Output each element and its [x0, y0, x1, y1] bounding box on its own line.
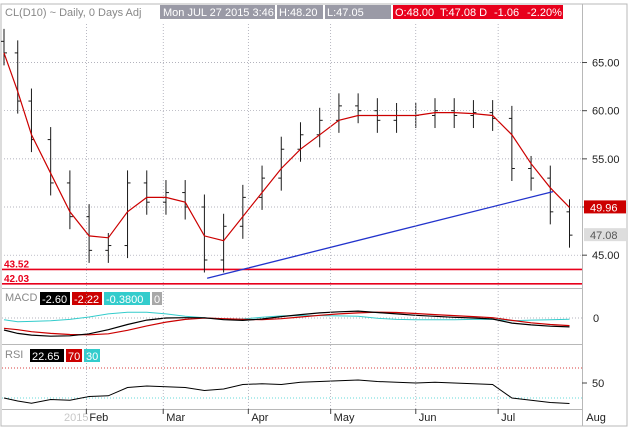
symbol-label: CL(D10) ~ Daily, 0 Days Adj: [5, 7, 141, 19]
rsi-legend-value: 22.65: [32, 351, 60, 363]
month-label-2: Apr: [251, 412, 268, 424]
price-bar: [66, 170, 73, 230]
month-label-3: May: [334, 412, 355, 424]
price-tick-label-1: 60.00: [592, 106, 620, 118]
price-bar: [259, 165, 266, 210]
price-bar: [201, 194, 208, 273]
header-bar: CL(D10) ~ Daily, 0 Days Adj Mon JUL 27 2…: [5, 5, 563, 19]
rsi-tick-label-0: 50: [592, 378, 604, 390]
overbought-legend-value: 70: [68, 351, 80, 363]
open-label: O:48.00: [395, 7, 434, 19]
price-bar: [239, 184, 246, 239]
last-label: T:47.08 D: [440, 7, 487, 19]
price-tick-label-0: 65.00: [592, 58, 620, 70]
high-label: H:48.20: [279, 7, 318, 19]
last-price-value: 47.08: [590, 230, 618, 242]
trendline: [206, 190, 554, 279]
price-bars: [1, 28, 573, 273]
rsi-axis: 50: [582, 378, 604, 390]
support-label-0: 43.52: [4, 259, 29, 270]
rsi-line: [3, 379, 570, 404]
moving-average-value: 49.96: [590, 202, 618, 214]
moving-average-line: [3, 52, 570, 242]
chart-frame: [0, 3, 628, 427]
low-label: L:47.05: [327, 7, 364, 19]
macd-legend-value: -2.60: [42, 294, 67, 306]
oversold-legend-value: 30: [86, 351, 98, 363]
macd-histogram-line: [3, 311, 570, 323]
rsi-legend: RSI 22.65 70 30: [5, 349, 100, 363]
change-label: -1.06: [494, 7, 519, 19]
month-label-0: Feb: [89, 412, 108, 424]
low-box: [325, 5, 391, 19]
moving-average-tag: 49.96: [584, 200, 626, 214]
zero-legend-value: 0: [154, 294, 160, 306]
timestamp-label: Mon JUL 27 2015 3:46:23 PM: [163, 7, 309, 19]
support-label-1: 42.03: [4, 274, 29, 285]
time-axis: 2015 Feb Mar Apr May Jun Jul Aug: [64, 24, 606, 424]
price-bar: [124, 170, 131, 259]
macd-zero-tick: 0: [593, 313, 599, 325]
macd-title: MACD: [5, 292, 37, 304]
rsi-title: RSI: [5, 349, 23, 361]
month-label-6: Aug: [586, 412, 606, 424]
price-bar: [220, 213, 227, 273]
price-grid: [4, 62, 582, 256]
price-bar: [47, 127, 54, 196]
price-bar: [355, 93, 362, 124]
support-lines: 43.52 42.03: [2, 259, 582, 285]
last-price-tag: 47.08: [584, 228, 626, 242]
month-label-1: Mar: [166, 412, 185, 424]
signal-line: [3, 311, 570, 336]
month-label-4: Jun: [419, 412, 437, 424]
price-bar: [508, 105, 515, 182]
year-label: 2015: [64, 412, 88, 424]
price-bar: [528, 155, 535, 191]
month-label-5: Jul: [501, 412, 515, 424]
price-bar: [143, 170, 150, 215]
change-pct-label: -2.20%: [527, 7, 562, 19]
histogram-legend-value: -0.3800: [106, 294, 143, 306]
price-bar: [278, 136, 285, 191]
price-tick-label-4: 45.00: [592, 250, 620, 262]
price-tick-label-2: 55.00: [592, 154, 620, 166]
timestamp-box: [160, 5, 275, 19]
macd-line: [3, 310, 570, 337]
price-bar: [547, 165, 554, 225]
open-last-change-box: [393, 5, 563, 19]
high-box: [277, 5, 323, 19]
macd-legend: MACD -2.60 -2.22 -0.3800 0: [5, 292, 162, 306]
